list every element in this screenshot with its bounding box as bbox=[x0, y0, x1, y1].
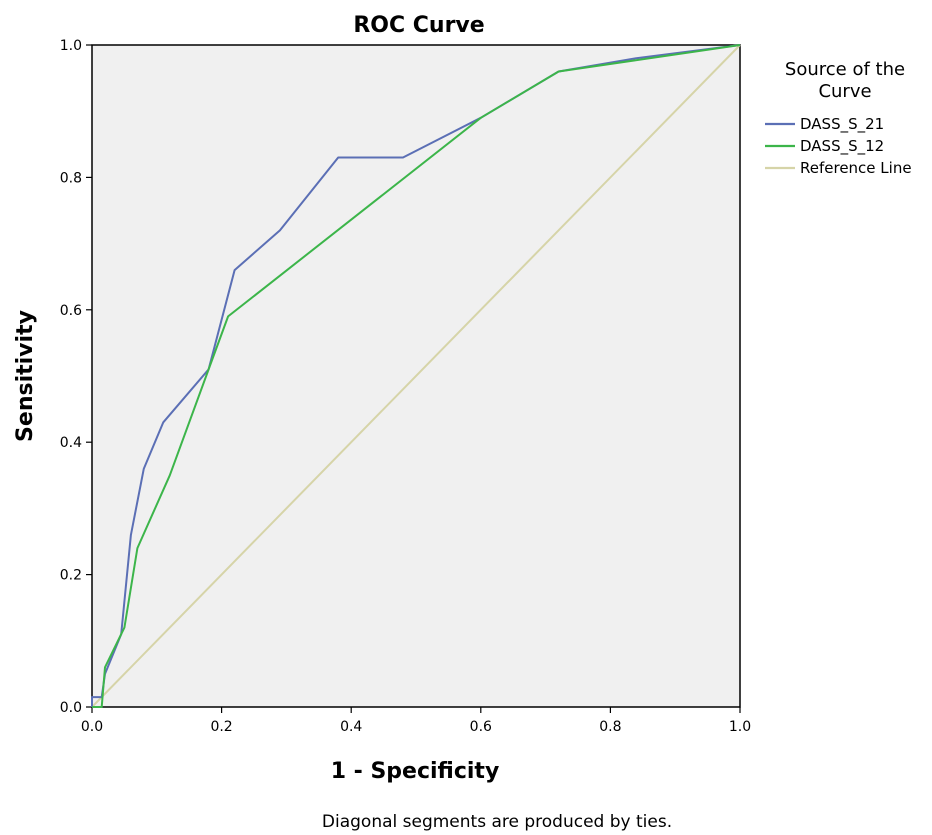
legend: Source of the Curve DASS_S_21 DASS_S_12 Re… bbox=[765, 59, 912, 177]
chart-title: ROC Curve bbox=[353, 13, 484, 38]
y-tick-label: 0.8 bbox=[60, 170, 82, 186]
x-tick-label: 0.8 bbox=[599, 719, 621, 735]
legend-label-dass-s-21: DASS_S_21 bbox=[800, 115, 884, 134]
x-tick-label: 0.2 bbox=[210, 719, 232, 735]
y-axis-label: Sensitivity bbox=[13, 310, 38, 442]
legend-entries: DASS_S_21 DASS_S_12 Reference Line bbox=[765, 115, 912, 177]
y-axis-ticks: 0.0 0.2 0.4 0.6 0.8 1.0 bbox=[60, 38, 92, 716]
legend-label-dass-s-12: DASS_S_12 bbox=[800, 137, 884, 156]
y-tick-label: 1.0 bbox=[60, 38, 82, 54]
y-tick-label: 0.2 bbox=[60, 568, 82, 584]
y-tick-label: 0.6 bbox=[60, 303, 82, 319]
legend-title-line-1: Source of the bbox=[785, 59, 905, 80]
y-tick-label: 0.4 bbox=[60, 435, 82, 451]
y-tick-label: 0.0 bbox=[60, 700, 82, 716]
x-tick-label: 0.4 bbox=[340, 719, 362, 735]
x-axis-ticks: 0.0 0.2 0.4 0.6 0.8 1.0 bbox=[81, 707, 751, 735]
legend-label-reference-line: Reference Line bbox=[800, 159, 912, 177]
x-tick-label: 0.0 bbox=[81, 719, 103, 735]
series-line-reference-line bbox=[91, 44, 741, 708]
footnote: Diagonal segments are produced by ties. bbox=[322, 812, 672, 832]
series-line-dass-s-12 bbox=[92, 44, 741, 708]
legend-title-line-2: Curve bbox=[818, 81, 871, 102]
x-axis-label: 1 - Specificity bbox=[331, 759, 500, 784]
x-tick-label: 1.0 bbox=[729, 719, 751, 735]
series-layer bbox=[91, 44, 741, 708]
x-tick-label: 0.6 bbox=[470, 719, 492, 735]
